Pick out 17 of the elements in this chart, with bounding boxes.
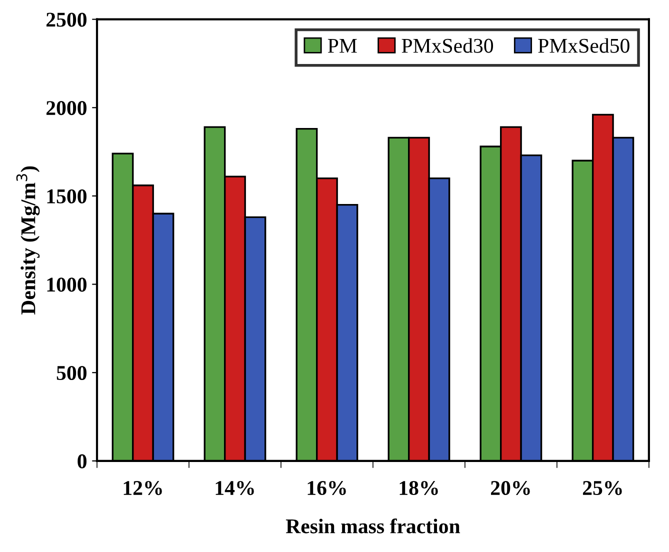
y-tick-label: 1500 <box>47 189 86 204</box>
x-tick-label: 16% <box>308 480 346 496</box>
y-axis-title: Density (Mg/m$^{3}$) <box>16 166 40 315</box>
y-tick-label: 0 <box>78 454 86 468</box>
legend-label: PMxSed30 <box>402 38 494 53</box>
x-tick-label: 14% <box>216 480 254 496</box>
legend-label: PM <box>328 39 357 53</box>
x-tick-label: 25% <box>582 480 622 496</box>
x-tick-label: 20% <box>490 480 530 496</box>
legend-label: PMxSed50 <box>538 38 630 53</box>
x-tick-label: 18% <box>400 480 438 496</box>
x-axis-title: Resin mass fraction <box>286 518 460 534</box>
x-tick-label: 12% <box>124 480 162 496</box>
y-tick-label: 2000 <box>46 101 86 116</box>
y-tick-label: 1000 <box>47 278 86 292</box>
y-tick-label: 2500 <box>46 12 86 27</box>
y-tick-label: 500 <box>56 366 86 380</box>
